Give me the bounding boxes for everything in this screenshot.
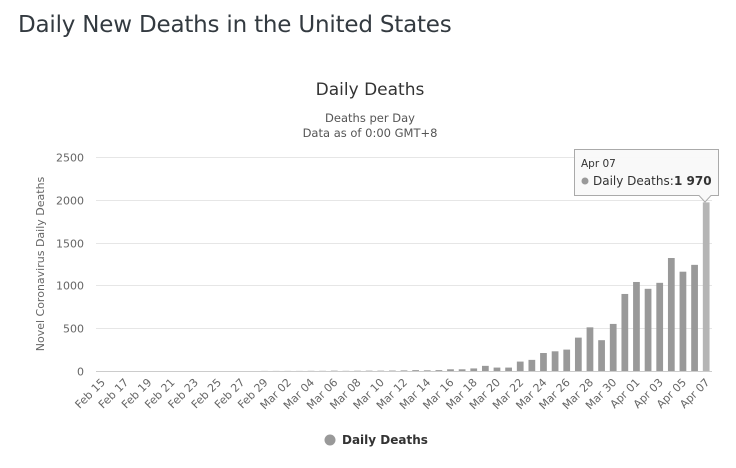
tooltip-value: 1 970 xyxy=(674,174,712,188)
bar-mar-29[interactable] xyxy=(598,340,605,371)
y-tick-label: 500 xyxy=(63,323,84,336)
bar-mar-14[interactable] xyxy=(423,370,431,371)
y-tick-label: 0 xyxy=(77,366,84,379)
bar-mar-28[interactable] xyxy=(586,327,594,371)
bar-mar-22[interactable] xyxy=(516,361,524,371)
bar-apr-02[interactable] xyxy=(644,288,652,371)
bar-mar-27[interactable] xyxy=(574,337,582,371)
bar-mar-18[interactable] xyxy=(470,368,478,371)
bar-mar-26[interactable] xyxy=(563,349,571,371)
bar-apr-03[interactable] xyxy=(656,282,664,371)
bar-apr-06[interactable] xyxy=(691,264,698,371)
bar-apr-01[interactable] xyxy=(633,281,640,371)
bar-mar-15[interactable] xyxy=(435,370,443,371)
y-tick-label: 1000 xyxy=(56,280,84,293)
tooltip-marker xyxy=(581,177,589,185)
bar-mar-16[interactable] xyxy=(447,369,454,371)
legend-marker xyxy=(324,434,336,446)
bar-mar-20[interactable] xyxy=(493,367,501,371)
bar-mar-21[interactable] xyxy=(505,367,512,371)
legend-label[interactable]: Daily Deaths xyxy=(342,433,428,447)
bar-mar-30[interactable] xyxy=(609,323,617,371)
bar-mar-23[interactable] xyxy=(528,359,536,371)
chart-subtitle-line-1: Deaths per Day xyxy=(325,111,415,125)
bar-mar-25[interactable] xyxy=(551,351,559,371)
tooltip-label: Daily Deaths: xyxy=(593,174,674,188)
legend[interactable]: Daily Deaths xyxy=(324,433,428,447)
y-tick-label: 1500 xyxy=(56,238,84,251)
bar-mar-12[interactable] xyxy=(400,370,408,371)
y-axis-title: Novel Coronavirus Daily Deaths xyxy=(34,176,47,351)
bar-mar-19[interactable] xyxy=(481,365,489,371)
bar-mar-17[interactable] xyxy=(458,369,466,371)
bar-apr-07[interactable] xyxy=(702,202,710,371)
page-title: Daily New Deaths in the United States xyxy=(18,12,452,38)
y-tick-label: 2000 xyxy=(56,195,84,208)
tooltip: Apr 07 Daily Deaths: 1 970 xyxy=(574,149,719,203)
bar-mar-13[interactable] xyxy=(412,370,419,371)
tooltip-box xyxy=(574,149,719,203)
bar-mar-24[interactable] xyxy=(540,353,547,371)
chart-subtitle-line-2: Data as of 0:00 GMT+8 xyxy=(303,126,438,140)
chart-title: Daily Deaths xyxy=(316,80,425,100)
tooltip-category: Apr 07 xyxy=(581,158,616,170)
bar-apr-04[interactable] xyxy=(667,258,675,371)
bar-mar-31[interactable] xyxy=(621,293,629,371)
y-tick-label: 2500 xyxy=(56,152,84,165)
bar-apr-05[interactable] xyxy=(679,271,687,371)
